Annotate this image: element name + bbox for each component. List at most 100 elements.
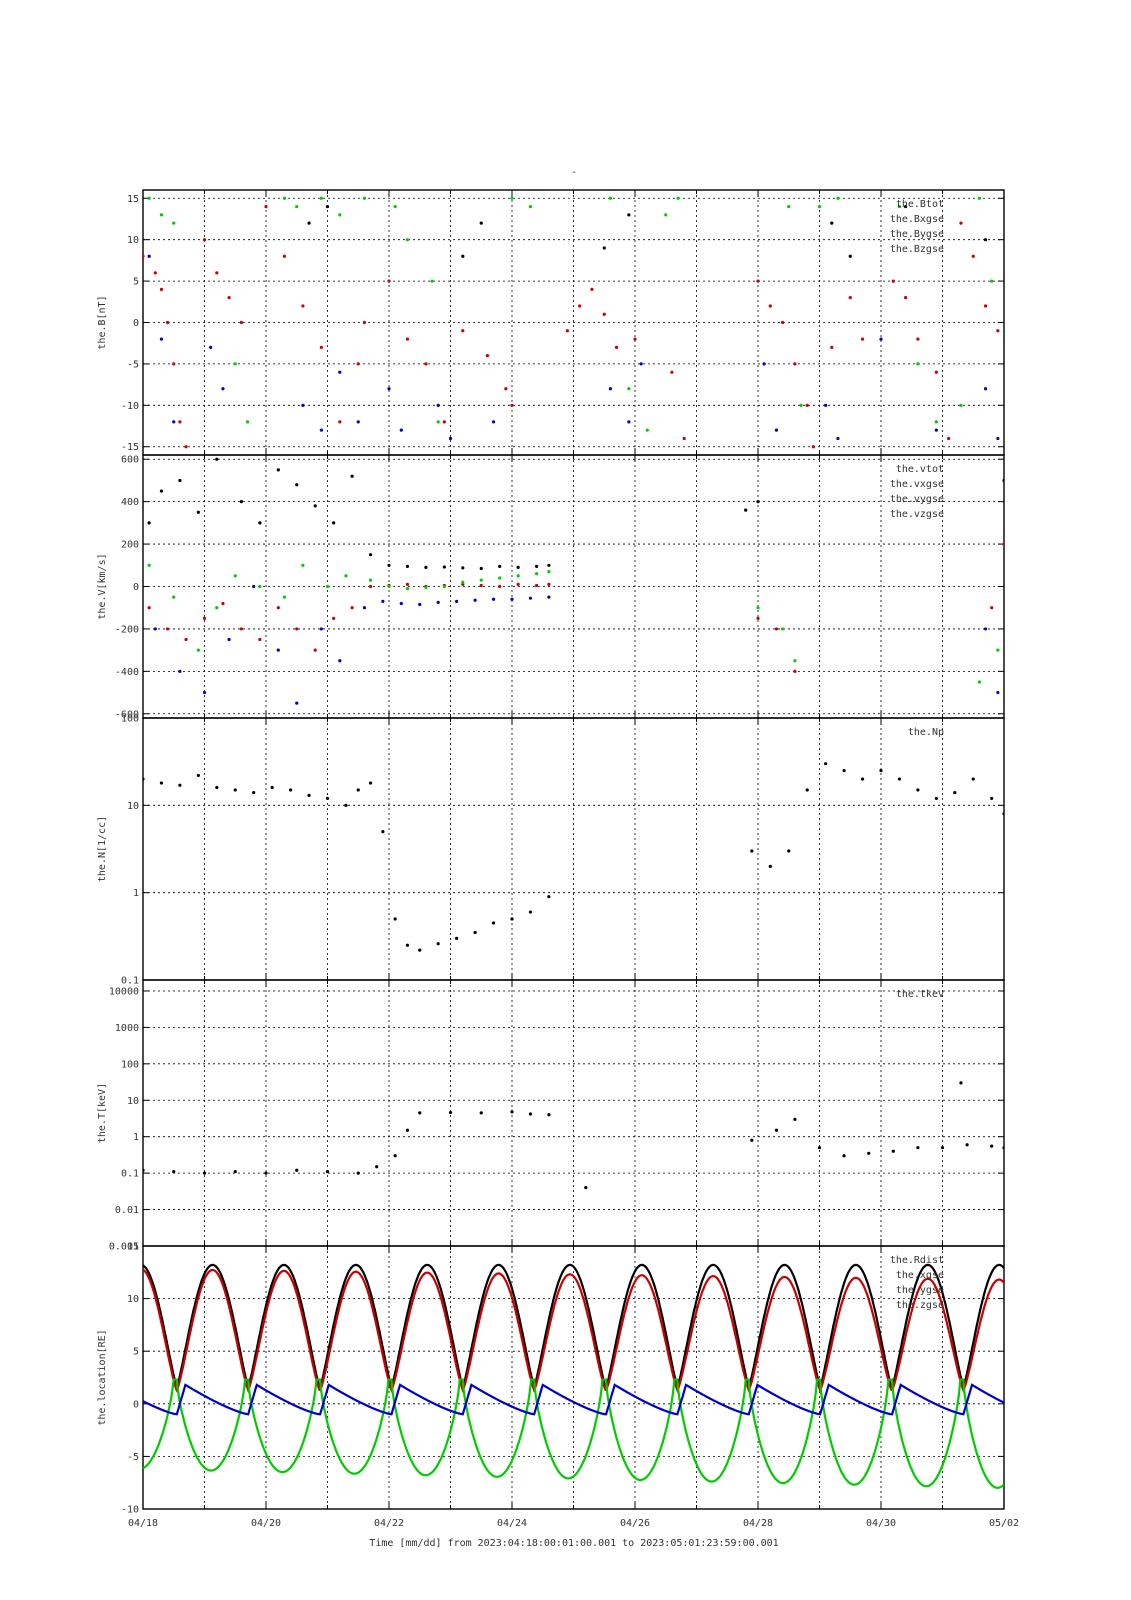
data-point [547,595,551,599]
data-point [479,578,483,582]
x-tick-label: 04/20 [251,1518,281,1529]
data-point [307,221,311,225]
data-point [817,1146,822,1150]
data-point [934,796,938,801]
panel-1: -15 -10 -5 0 5 10 15 the.B[nT] the.Btot the.Bxgse… [97,189,1005,456]
data-point [418,948,422,952]
data-point [860,777,865,781]
y-tick-label: 600 [121,455,139,466]
data-point [178,669,182,673]
data-point [264,1171,268,1175]
data-point [332,521,336,525]
data-point [368,553,373,557]
data-point [510,1110,514,1114]
data-point [473,930,477,935]
y-axis-label: the.N[1/cc] [97,816,108,882]
data-point [252,584,256,589]
data-point [245,420,250,424]
data-point [325,204,330,209]
series-the.zgse [143,1383,1004,1416]
data-point [934,420,938,424]
data-point [535,583,539,588]
data-point [977,196,982,200]
data-point [233,362,237,366]
data-point [491,921,496,925]
x-axis: 04/18 04/20 04/22 04/24 04/26 04/28 04/30 05/02 [128,1518,1019,1529]
data-point [325,1170,330,1174]
data-point [399,601,403,606]
panel-frame [142,1245,1005,1510]
y-tick-label: 10 [127,1294,139,1305]
data-point [516,574,520,578]
data-point [350,474,354,478]
data-point [178,420,182,424]
series-the.tkev [143,1081,1004,1190]
data-point [682,436,686,441]
data-point [498,564,502,568]
data-point [258,637,262,642]
y-tick-label: -10 [121,1505,139,1516]
data-point [405,582,410,586]
y-tick-label: 200 [121,540,139,551]
data-point [750,1138,754,1142]
data-point [498,584,502,589]
legend-entry: the.vygse [890,494,944,505]
x-tick-label: 05/02 [989,1518,1019,1529]
y-tick-label: 15 [127,194,139,205]
legend-entry: the.Rdist [890,1255,944,1266]
data-point [387,563,391,567]
y-tick-label: 0.01 [115,1205,139,1216]
y-tick-label: 0.1 [121,1169,139,1180]
data-point [756,606,760,610]
x-tick-label: 04/24 [497,1518,527,1529]
data-point [368,578,373,582]
data-point [399,428,403,432]
data-point [350,606,354,610]
data-point [473,598,477,602]
y-tick-label: 0 [133,1399,139,1410]
data-point [528,1112,533,1116]
data-point [239,320,243,325]
data-point [424,362,428,366]
x-tick-label: 04/30 [866,1518,896,1529]
y-tick-label: 10000 [109,986,139,997]
data-point [547,570,551,574]
data-point [1002,812,1004,816]
data-point [990,606,994,610]
data-point [282,196,287,200]
legend-entry: the.zgse [896,1300,944,1311]
data-point [916,362,920,366]
data-point [313,504,317,508]
data-point [836,196,840,200]
data-point [338,420,342,424]
legend-entry: the.vtot [896,464,944,475]
data-point [627,387,631,391]
data-point [860,337,865,341]
data-point [159,337,164,341]
y-tick-label: -5 [127,1452,139,1463]
y-tick-label: 100 [121,1059,139,1070]
data-point [602,246,606,250]
legend-entry: the.vxgse [890,479,944,490]
data-point [147,606,151,610]
data-point [848,254,852,258]
data-point [147,521,151,525]
data-point [387,279,391,283]
legend-entry: the.Bygse [890,229,944,240]
data-point [307,793,311,797]
data-point [159,213,164,217]
data-point [584,1186,588,1190]
legend-entry: the.vzgse [890,509,944,520]
data-point [338,213,342,217]
data-point [393,1154,397,1158]
data-point [338,370,342,374]
data-point [356,420,360,424]
data-point [276,468,280,472]
data-point [405,337,410,341]
panels: -15-10-5051015the.B[nT]the.Btotthe.Bxgse… [97,189,1005,1516]
data-point [159,287,164,291]
data-point [768,304,772,308]
series-the.xgse [143,1268,1004,1394]
data-point [172,420,176,424]
